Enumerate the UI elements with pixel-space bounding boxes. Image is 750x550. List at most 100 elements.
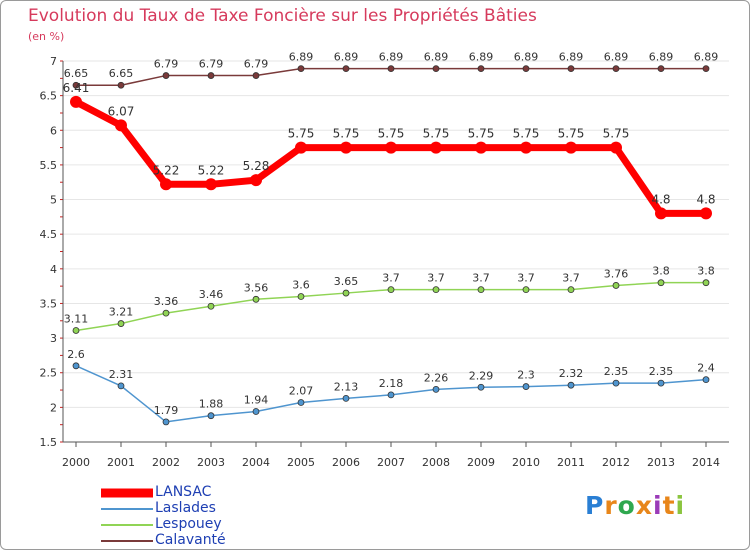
x-tick-label: 2012	[602, 456, 630, 469]
data-label: 4.8	[651, 192, 670, 206]
data-label: 2.4	[697, 362, 715, 375]
data-label: 6.89	[514, 51, 539, 64]
x-tick-label: 2002	[152, 456, 180, 469]
data-point	[387, 65, 395, 73]
data-label: 3.36	[154, 295, 179, 308]
x-tick-label: 2014	[692, 456, 720, 469]
y-tick-label: 2	[50, 401, 57, 414]
legend-swatch	[101, 488, 153, 498]
data-point	[117, 81, 125, 89]
data-label: 3.8	[697, 265, 715, 278]
data-point	[72, 81, 80, 89]
data-label: 6.89	[604, 51, 629, 64]
data-point	[387, 286, 395, 294]
x-tick-label: 2010	[512, 456, 540, 469]
y-tick-label: 5.5	[40, 159, 58, 172]
data-point	[115, 119, 127, 132]
data-label: 5.75	[378, 127, 405, 141]
legend-label: LANSAC	[155, 484, 212, 500]
data-point	[70, 95, 82, 108]
data-label: 2.18	[379, 377, 404, 390]
x-tick-label: 2001	[107, 456, 135, 469]
data-label: 2.3	[517, 369, 535, 382]
data-point	[567, 65, 575, 73]
y-tick-label: 4.5	[40, 228, 58, 241]
data-label: 3.56	[244, 281, 269, 294]
data-point	[700, 207, 712, 220]
y-tick-label: 5	[50, 194, 57, 207]
data-label: 2.13	[334, 380, 359, 393]
data-point	[207, 72, 215, 79]
data-point	[162, 72, 170, 79]
data-label: 4.8	[696, 192, 715, 206]
data-label: 6.89	[649, 51, 674, 64]
data-point	[612, 65, 620, 73]
data-point	[385, 141, 397, 154]
data-point	[612, 379, 620, 387]
data-point	[567, 381, 575, 389]
data-label: 2.35	[604, 365, 629, 378]
y-tick-label: 4	[50, 263, 57, 276]
data-label: 2.35	[649, 365, 674, 378]
logo-letter: i	[653, 491, 663, 520]
data-point	[522, 383, 530, 390]
x-tick-label: 2000	[62, 456, 90, 469]
legend-item-calavanté: Calavanté	[101, 532, 301, 549]
data-label: 2.26	[424, 371, 449, 384]
data-label: 5.22	[198, 163, 225, 177]
data-point	[117, 320, 125, 327]
data-point	[117, 382, 125, 390]
data-label: 3.65	[334, 275, 359, 288]
logo-letter: r	[604, 491, 618, 520]
data-point	[657, 379, 665, 387]
data-point	[72, 362, 80, 370]
data-point	[205, 178, 217, 191]
data-point	[342, 394, 350, 402]
data-point	[342, 289, 350, 297]
data-point	[340, 141, 352, 154]
data-point	[475, 141, 487, 154]
data-label: 6.79	[199, 58, 224, 71]
data-label: 2.6	[67, 348, 85, 361]
legend-item-lespouey: Lespouey	[101, 516, 301, 533]
logo-letter: o	[617, 491, 636, 520]
data-label: 6.89	[694, 51, 719, 64]
data-point	[250, 174, 262, 187]
data-label: 3.76	[604, 267, 629, 280]
data-label: 2.31	[109, 368, 134, 381]
data-label: 2.29	[469, 369, 494, 382]
data-label: 6.89	[469, 51, 494, 64]
data-label: 5.75	[288, 127, 315, 141]
logo-letter: x	[635, 491, 653, 520]
data-point	[162, 418, 170, 426]
y-tick-label: 1.5	[40, 436, 58, 449]
data-label: 1.79	[154, 404, 179, 417]
data-point	[702, 279, 710, 287]
data-point	[432, 65, 440, 73]
data-label: 6.89	[289, 51, 314, 64]
data-point	[432, 286, 440, 294]
data-point	[610, 141, 622, 154]
data-label: 2.07	[289, 385, 314, 398]
data-label: 6.89	[334, 51, 359, 64]
x-tick-label: 2013	[647, 456, 675, 469]
data-point	[432, 385, 440, 393]
series-line-lansac	[74, 98, 706, 217]
data-label: 3.7	[427, 272, 445, 285]
x-tick-label: 2006	[332, 456, 360, 469]
y-tick-label: 3	[50, 332, 57, 345]
data-point	[252, 295, 260, 303]
legend-swatch	[101, 524, 153, 526]
data-point	[702, 65, 710, 73]
x-tick-label: 2011	[557, 456, 585, 469]
data-label: 5.28	[243, 159, 270, 173]
data-label: 1.94	[244, 394, 269, 407]
data-label: 6.65	[109, 67, 134, 80]
data-label: 3.46	[199, 288, 224, 301]
data-label: 6.79	[244, 58, 269, 71]
legend-label: Laslades	[155, 500, 216, 516]
chart-legend: LANSAC Laslades Lespouey Calavanté	[101, 484, 301, 549]
data-point	[297, 293, 305, 300]
